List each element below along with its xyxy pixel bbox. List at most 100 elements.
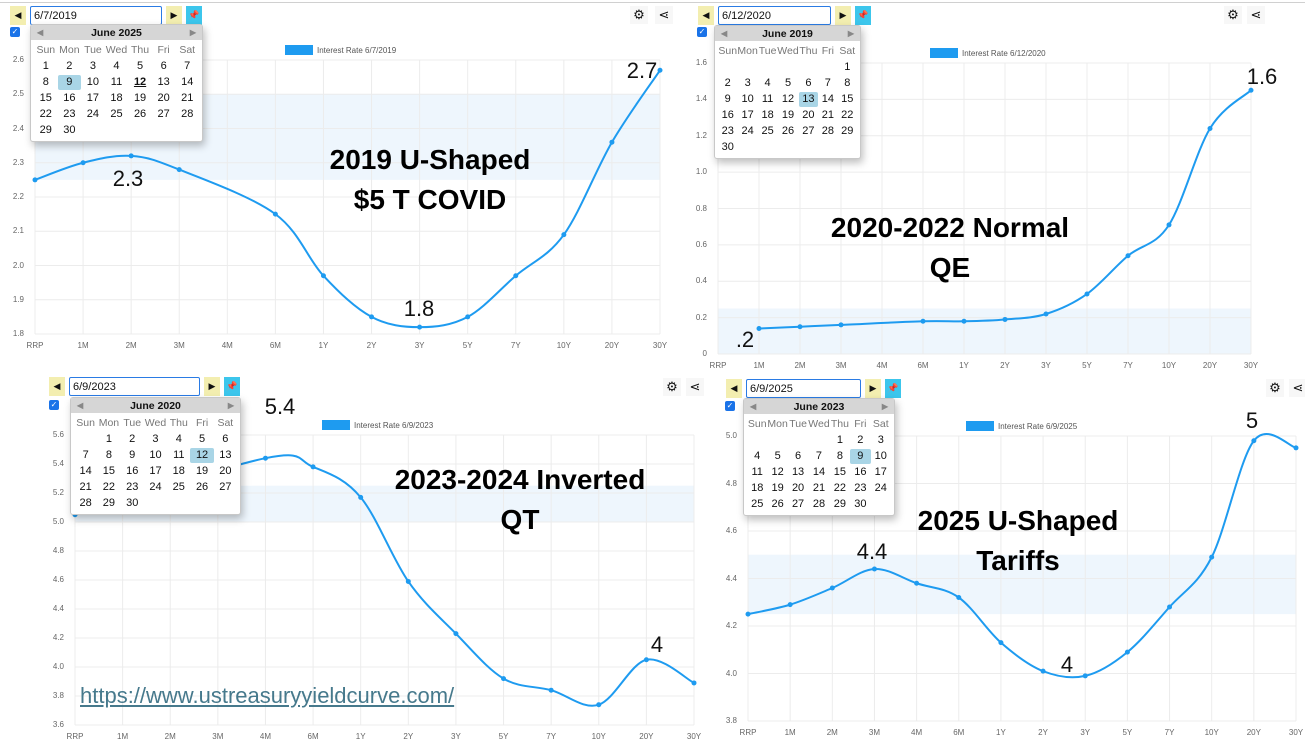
data-point-RRP[interactable] [745, 611, 751, 617]
calendar-day[interactable]: 17 [741, 109, 754, 121]
calendar-day[interactable]: 22 [841, 109, 854, 121]
calendar-day[interactable]: 21 [181, 92, 194, 104]
data-point-3Y[interactable] [417, 324, 423, 330]
source-link[interactable]: https://www.ustreasuryyieldcurve.com/ [80, 683, 455, 708]
calendar-day[interactable]: 30 [721, 141, 734, 153]
date-input[interactable] [30, 6, 162, 25]
calendar-day[interactable]: 18 [761, 109, 774, 121]
data-point-7Y[interactable] [1125, 253, 1131, 259]
calendar-day[interactable]: 5 [784, 77, 792, 89]
data-point-1M[interactable] [787, 602, 793, 608]
calendar-prev-month-icon[interactable]: ◀ [37, 28, 44, 37]
data-point-2Y[interactable] [369, 314, 375, 320]
data-point-1Y[interactable] [998, 640, 1004, 646]
calendar-day[interactable]: 29 [841, 125, 854, 137]
prev-date-button[interactable]: ◀ [726, 379, 742, 398]
calendar-prev-month-icon[interactable]: ◀ [77, 401, 84, 410]
calendar-day[interactable]: 10 [741, 93, 754, 105]
calendar-day[interactable]: 24 [86, 108, 100, 120]
data-point-30Y[interactable] [657, 67, 663, 73]
data-point-10Y[interactable] [561, 232, 567, 238]
calendar-day[interactable]: 3 [89, 60, 96, 72]
share-icon[interactable]: ⋖ [655, 6, 673, 24]
next-date-button[interactable]: ▶ [204, 377, 220, 396]
calendar-day[interactable]: 13 [219, 449, 232, 461]
data-point-5Y[interactable] [465, 314, 471, 320]
calendar-day[interactable]: 1 [42, 60, 49, 72]
calendar-day[interactable]: 15 [841, 93, 854, 105]
calendar-day[interactable]: 4 [113, 60, 120, 72]
data-point-2M[interactable] [797, 324, 803, 330]
calendar-day[interactable]: 29 [833, 498, 847, 510]
calendar-day[interactable]: 30 [854, 498, 867, 510]
calendar-day[interactable]: 1 [836, 434, 843, 446]
calendar-day[interactable]: 6 [795, 450, 802, 462]
calendar-day[interactable]: 27 [802, 125, 815, 137]
calendar-day[interactable]: 6 [160, 60, 167, 72]
checkbox-checked-icon[interactable]: ✓ [10, 27, 20, 37]
calendar-day[interactable]: 20 [802, 109, 815, 121]
legend[interactable]: Interest Rate 6/9/2025 [966, 421, 1077, 431]
share-icon[interactable]: ⋖ [1289, 379, 1305, 397]
calendar-day[interactable]: 7 [184, 60, 191, 72]
calendar-day[interactable]: 6 [805, 77, 812, 89]
data-point-6M[interactable] [956, 595, 962, 600]
pin-button[interactable]: 📌 [224, 377, 240, 396]
calendar-day[interactable]: 25 [761, 125, 774, 137]
date-input[interactable] [69, 377, 200, 396]
legend[interactable]: Interest Rate 6/12/2020 [930, 48, 1046, 58]
calendar-day[interactable]: 11 [751, 466, 763, 478]
calendar-day[interactable]: 8 [844, 77, 851, 89]
calendar-day[interactable]: 23 [854, 482, 867, 494]
calendar-prev-month-icon[interactable]: ◀ [750, 402, 757, 411]
next-date-button[interactable]: ▶ [166, 6, 182, 25]
calendar-day[interactable]: 18 [751, 482, 764, 494]
checkbox-checked-icon[interactable]: ✓ [49, 400, 59, 410]
data-point-2Y[interactable] [1040, 668, 1046, 674]
calendar-day[interactable]: 10 [149, 449, 162, 461]
calendar-day[interactable]: 3 [877, 434, 884, 446]
calendar-day[interactable]: 19 [133, 92, 147, 104]
calendar-day[interactable]: 13 [157, 76, 170, 88]
calendar-day[interactable]: 14 [181, 76, 194, 88]
calendar-prev-month-icon[interactable]: ◀ [721, 29, 728, 38]
data-point-5Y[interactable] [1084, 291, 1090, 297]
calendar-day[interactable]: 18 [172, 465, 185, 477]
data-point-3Y[interactable] [1043, 311, 1049, 317]
gear-icon[interactable]: ⚙ [1224, 6, 1242, 24]
prev-date-button[interactable]: ◀ [698, 6, 714, 25]
calendar-day[interactable]: 17 [86, 92, 100, 104]
calendar-day[interactable]: 7 [82, 449, 89, 461]
calendar-day[interactable]: 8 [42, 76, 49, 88]
calendar-day[interactable]: 22 [833, 482, 847, 494]
data-point-6M[interactable] [272, 211, 278, 217]
calendar-day[interactable]: 28 [79, 497, 92, 509]
data-point-3Y[interactable] [453, 631, 459, 637]
data-point-7Y[interactable] [513, 273, 519, 279]
data-point-2Y[interactable] [405, 578, 411, 584]
data-point-20Y[interactable] [643, 657, 649, 663]
calendar-day[interactable]: 24 [149, 481, 162, 493]
calendar-day[interactable]: 4 [764, 77, 771, 89]
calendar-day[interactable]: 28 [181, 108, 194, 120]
data-point-1M[interactable] [80, 160, 86, 166]
calendar-day[interactable]: 19 [195, 465, 209, 477]
data-point-5Y[interactable] [501, 676, 507, 682]
share-icon[interactable]: ⋖ [1247, 6, 1265, 24]
data-point-1Y[interactable] [961, 318, 967, 324]
calendar-day[interactable]: 24 [874, 482, 887, 494]
calendar-day[interactable]: 29 [102, 497, 116, 509]
calendar-next-month-icon[interactable]: ▶ [881, 402, 888, 411]
data-point-10Y[interactable] [1166, 222, 1172, 228]
data-point-3M[interactable] [838, 322, 844, 328]
data-point-30Y[interactable] [691, 680, 697, 686]
calendar-day[interactable]: 6 [222, 433, 229, 445]
data-point-4M[interactable] [914, 580, 920, 586]
calendar-day[interactable]: 2 [857, 434, 864, 446]
calendar-day[interactable]: 23 [126, 481, 139, 493]
calendar-day[interactable]: 5 [137, 60, 144, 72]
calendar-day[interactable]: 8 [105, 449, 112, 461]
calendar-day[interactable]: 26 [195, 481, 209, 493]
calendar-day[interactable]: 16 [63, 92, 76, 104]
data-point-2Y[interactable] [1002, 316, 1008, 322]
